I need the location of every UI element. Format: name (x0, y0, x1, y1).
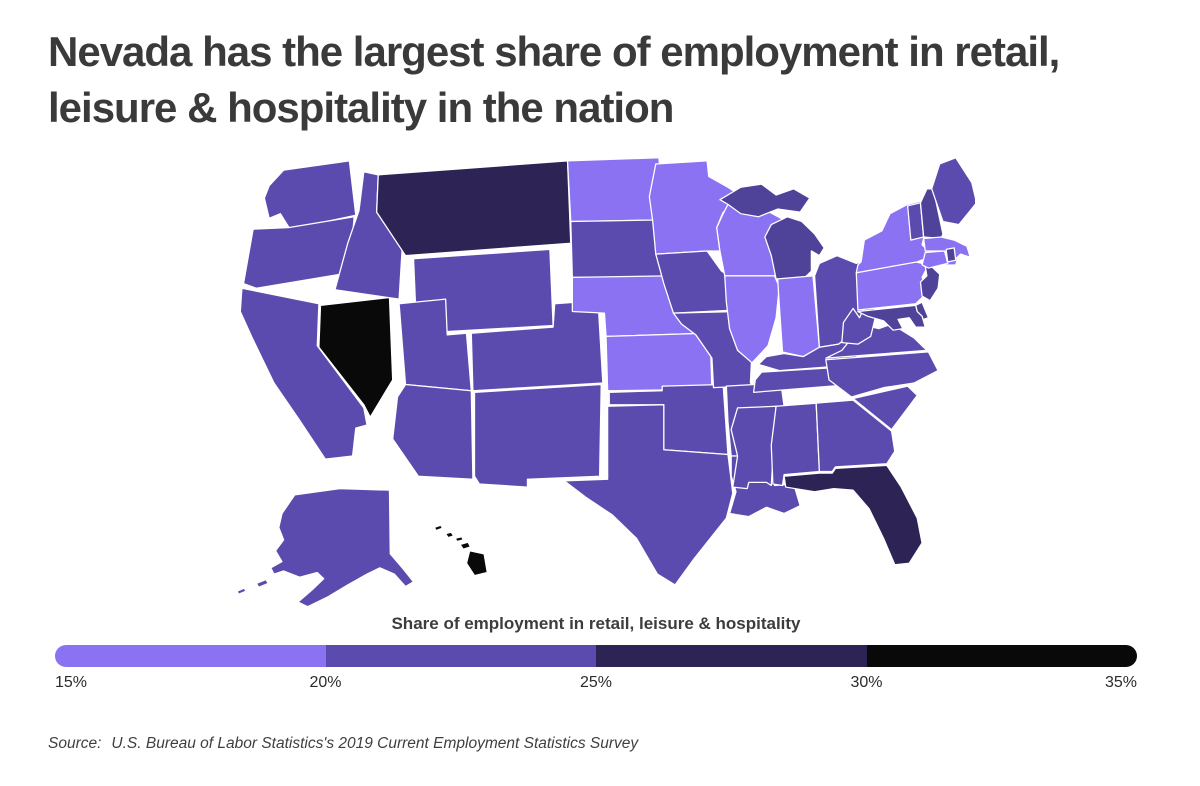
state-or[interactable]: Oregon (242, 216, 355, 289)
state-fl[interactable]: Florida (783, 464, 923, 566)
state-me[interactable]: Maine (931, 157, 975, 226)
legend-segment-30-35% (866, 645, 1137, 667)
chart-title: Nevada has the largest share of employme… (48, 28, 1060, 131)
state-hi[interactable]: Hawaii (433, 524, 488, 577)
state-nm[interactable]: New Mexico (473, 383, 602, 488)
state-ga[interactable]: Georgia (815, 399, 896, 473)
us-map-svg: WashingtonOregonCaliforniaNevadaIdahoMon… (236, 157, 975, 608)
state-ks[interactable]: Kansas (605, 332, 713, 392)
legend-tick-35%: 35% (1104, 674, 1137, 691)
state-ma[interactable]: Massachusetts (923, 236, 971, 260)
legend-segment-15-20% (55, 645, 326, 667)
state-ms[interactable]: Mississippi (730, 405, 777, 490)
source-prefix: Source: (48, 735, 102, 752)
legend-segment-20-25% (325, 645, 596, 667)
legend-tick-20%: 20% (309, 674, 342, 691)
state-nh[interactable]: New Hampshire (919, 188, 944, 240)
state-mt[interactable]: Montana (376, 160, 572, 257)
legend-title: Share of employment in retail, leisure &… (391, 614, 801, 633)
state-az[interactable]: Arizona (392, 383, 474, 480)
legend-tick-30%: 30% (850, 674, 883, 691)
state-mi[interactable]: Michigan (719, 183, 825, 282)
state-ca[interactable]: California (239, 287, 368, 460)
state-nj[interactable]: New Jersey (919, 265, 941, 302)
legend-color-bar (55, 645, 1137, 667)
source-text: U.S. Bureau of Labor Statistics's 2019 C… (111, 735, 639, 752)
state-il[interactable]: Illinois (724, 275, 780, 364)
state-ct[interactable]: Connecticut (921, 250, 949, 269)
legend-tick-25%: 25% (579, 674, 613, 691)
state-ak[interactable]: Alaska (236, 488, 415, 608)
state-ri[interactable]: Rhode Island (945, 247, 957, 263)
source-note: Source: U.S. Bureau of Labor Statistics's… (48, 735, 638, 753)
state-sc[interactable]: South Carolina (852, 385, 918, 431)
state-nc[interactable]: North Carolina (825, 351, 939, 398)
state-in[interactable]: Indiana (777, 275, 821, 358)
legend-tick-15%: 15% (55, 674, 88, 691)
us-choropleth-map: WashingtonOregonCaliforniaNevadaIdahoMon… (205, 150, 975, 616)
legend-tick-labels: 15% 20% 25% 30% 35% (55, 674, 1137, 694)
state-md[interactable]: Maryland (857, 304, 926, 331)
legend-segment-25-30% (596, 645, 867, 667)
state-tx[interactable]: Texas (563, 404, 734, 586)
state-nd[interactable]: North Dakota (566, 157, 665, 223)
